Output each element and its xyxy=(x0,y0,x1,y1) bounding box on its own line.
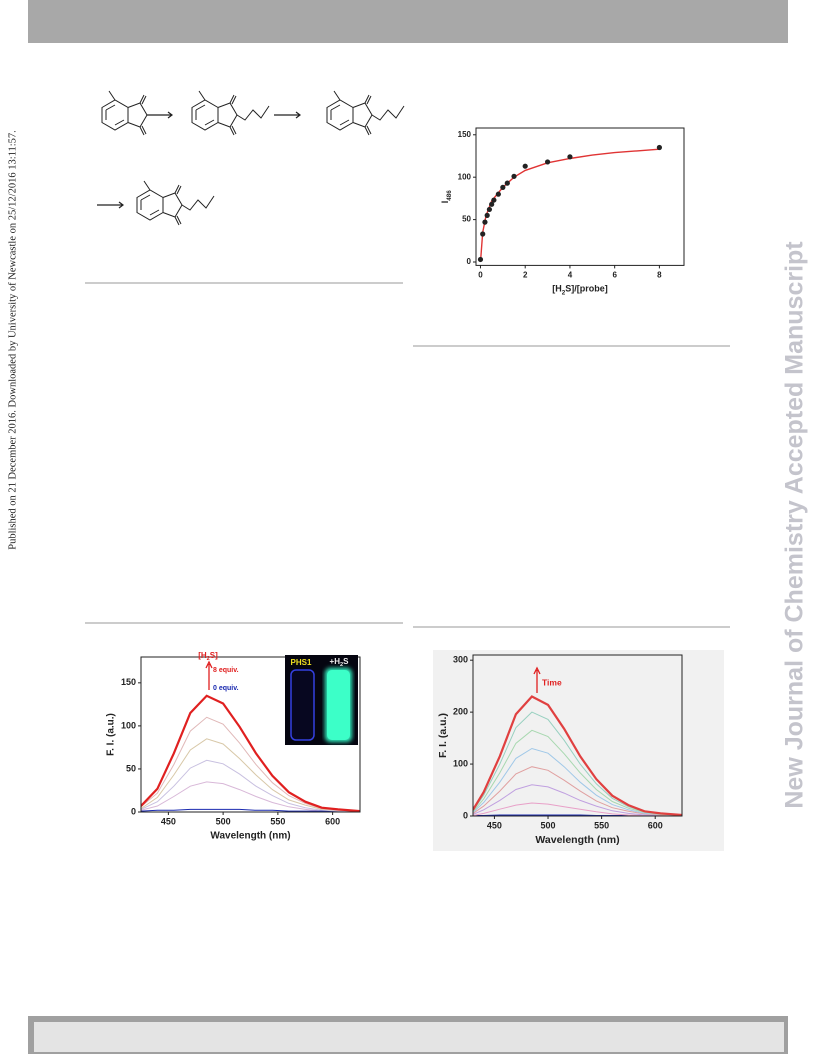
x-axis-label: [H2S]/[probe] xyxy=(552,284,608,297)
annotation-part: 2 xyxy=(207,656,210,662)
annotation: [H2S] xyxy=(198,651,218,662)
x-tick-label: 450 xyxy=(487,820,502,830)
data-point xyxy=(477,256,484,263)
data-point xyxy=(484,212,490,218)
series-line xyxy=(473,695,682,816)
series-line xyxy=(473,802,682,816)
x-axis-label: Wavelength (nm) xyxy=(210,831,290,842)
data-point xyxy=(567,154,573,160)
data-point xyxy=(482,219,488,225)
y-tick-label: 100 xyxy=(121,720,136,730)
inset-label: +H2S xyxy=(330,657,350,668)
data-point xyxy=(486,206,493,213)
arrow xyxy=(205,660,213,690)
series-line xyxy=(473,747,682,816)
plot-frame xyxy=(475,127,685,266)
y-tick-label: 300 xyxy=(453,655,468,665)
y-tick-label: 100 xyxy=(453,758,468,768)
series-line xyxy=(479,148,660,263)
x-tick-label: 6 xyxy=(612,271,617,280)
data-point xyxy=(544,159,551,165)
structure xyxy=(191,90,238,136)
y-tick-label: 50 xyxy=(126,763,136,773)
series-line xyxy=(473,729,682,816)
annotation: Time xyxy=(542,677,562,687)
y-axis-label: F. I. (a.u.) xyxy=(437,713,449,758)
footer-inner xyxy=(34,1022,784,1052)
data-point xyxy=(656,144,662,151)
x-axis-label-part: S]/[probe] xyxy=(565,284,608,294)
x-axis-label-part: [H xyxy=(552,284,562,294)
y-axis-label: F. I. (a.u.) xyxy=(106,713,117,756)
chain xyxy=(181,105,405,211)
watermark: New Journal of Chemistry Accepted Manusc… xyxy=(781,241,809,809)
x-axis-label: Wavelength (nm) xyxy=(535,834,619,846)
x-tick-label: 600 xyxy=(648,820,663,830)
reaction-arrow xyxy=(97,111,301,209)
x-tick-label: 2 xyxy=(523,271,528,280)
inset-label-part: +H xyxy=(330,657,341,666)
series-line xyxy=(141,808,360,812)
y-tick-label: 50 xyxy=(462,215,471,224)
series-line xyxy=(141,738,360,812)
inset-label-part: S xyxy=(343,657,349,666)
annotation: 8 equiv. xyxy=(213,667,239,674)
data-point xyxy=(491,197,497,203)
side-note: Published on 21 December 2016. Downloade… xyxy=(7,130,18,550)
x-axis-label-part: 2 xyxy=(562,290,566,297)
structure xyxy=(101,90,148,136)
y-tick-label: 150 xyxy=(458,130,472,139)
data-point xyxy=(511,173,517,179)
data-point xyxy=(495,191,501,197)
vial xyxy=(290,669,315,741)
x-tick-label: 600 xyxy=(325,816,340,826)
y-tick-label: 0 xyxy=(131,806,136,816)
x-tick-label: 500 xyxy=(216,816,231,826)
annotation: 0 equiv. xyxy=(213,685,239,692)
series-line xyxy=(473,766,682,816)
inset-label-part: 2 xyxy=(340,662,343,668)
data-point xyxy=(500,184,506,190)
vial xyxy=(327,670,350,740)
series-line xyxy=(473,784,682,816)
y-tick-label: 0 xyxy=(467,257,472,266)
x-tick-label: 550 xyxy=(270,816,285,826)
header-bar xyxy=(28,0,788,43)
series-line xyxy=(141,694,360,812)
x-tick-label: 550 xyxy=(594,820,609,830)
plot-frame xyxy=(472,654,683,817)
series-line xyxy=(141,759,360,812)
data-point xyxy=(504,180,510,186)
plot-background xyxy=(433,650,724,851)
x-tick-label: 0 xyxy=(478,271,483,280)
data-point xyxy=(489,201,495,207)
y-tick-label: 0 xyxy=(463,810,468,820)
y-tick-label: 200 xyxy=(453,707,468,717)
y-axis-label-part: 486 xyxy=(446,190,453,201)
y-tick-label: 100 xyxy=(458,172,472,181)
structure xyxy=(136,180,183,226)
y-tick-label: 150 xyxy=(121,677,136,687)
annotation-part: S] xyxy=(210,651,218,660)
scheme xyxy=(97,90,405,226)
arrow xyxy=(533,666,541,693)
y-axis-label-part: I xyxy=(440,201,450,204)
x-tick-label: 450 xyxy=(161,816,176,826)
annotation-part: [H xyxy=(198,651,207,660)
structure xyxy=(326,90,373,136)
inset-label: PHS1 xyxy=(291,658,312,667)
data-point xyxy=(522,163,528,169)
data-point xyxy=(480,231,486,237)
x-tick-label: 500 xyxy=(541,820,556,830)
x-tick-label: 8 xyxy=(657,271,662,280)
y-axis-label: I486 xyxy=(440,190,453,204)
x-tick-label: 4 xyxy=(568,271,573,280)
plot-frame xyxy=(140,656,361,813)
